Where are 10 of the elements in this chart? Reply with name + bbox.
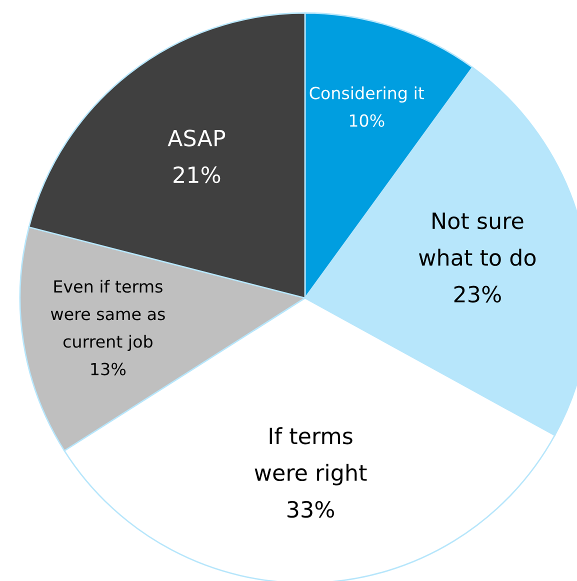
- data-label: 10%: [350, 114, 384, 127]
- slice-label: Not sure what to do: [419, 212, 536, 266]
- data-label: 33%: [288, 500, 334, 518]
- slice-label: Even if terms were same as current job: [50, 280, 165, 352]
- slice-label: If terms were right: [254, 427, 367, 486]
- data-label: 21%: [174, 166, 220, 184]
- slice-label: Considering it: [310, 86, 424, 103]
- data-label: 13%: [91, 362, 126, 376]
- data-label: 23%: [454, 286, 501, 303]
- slice-label: ASAP: [168, 130, 226, 146]
